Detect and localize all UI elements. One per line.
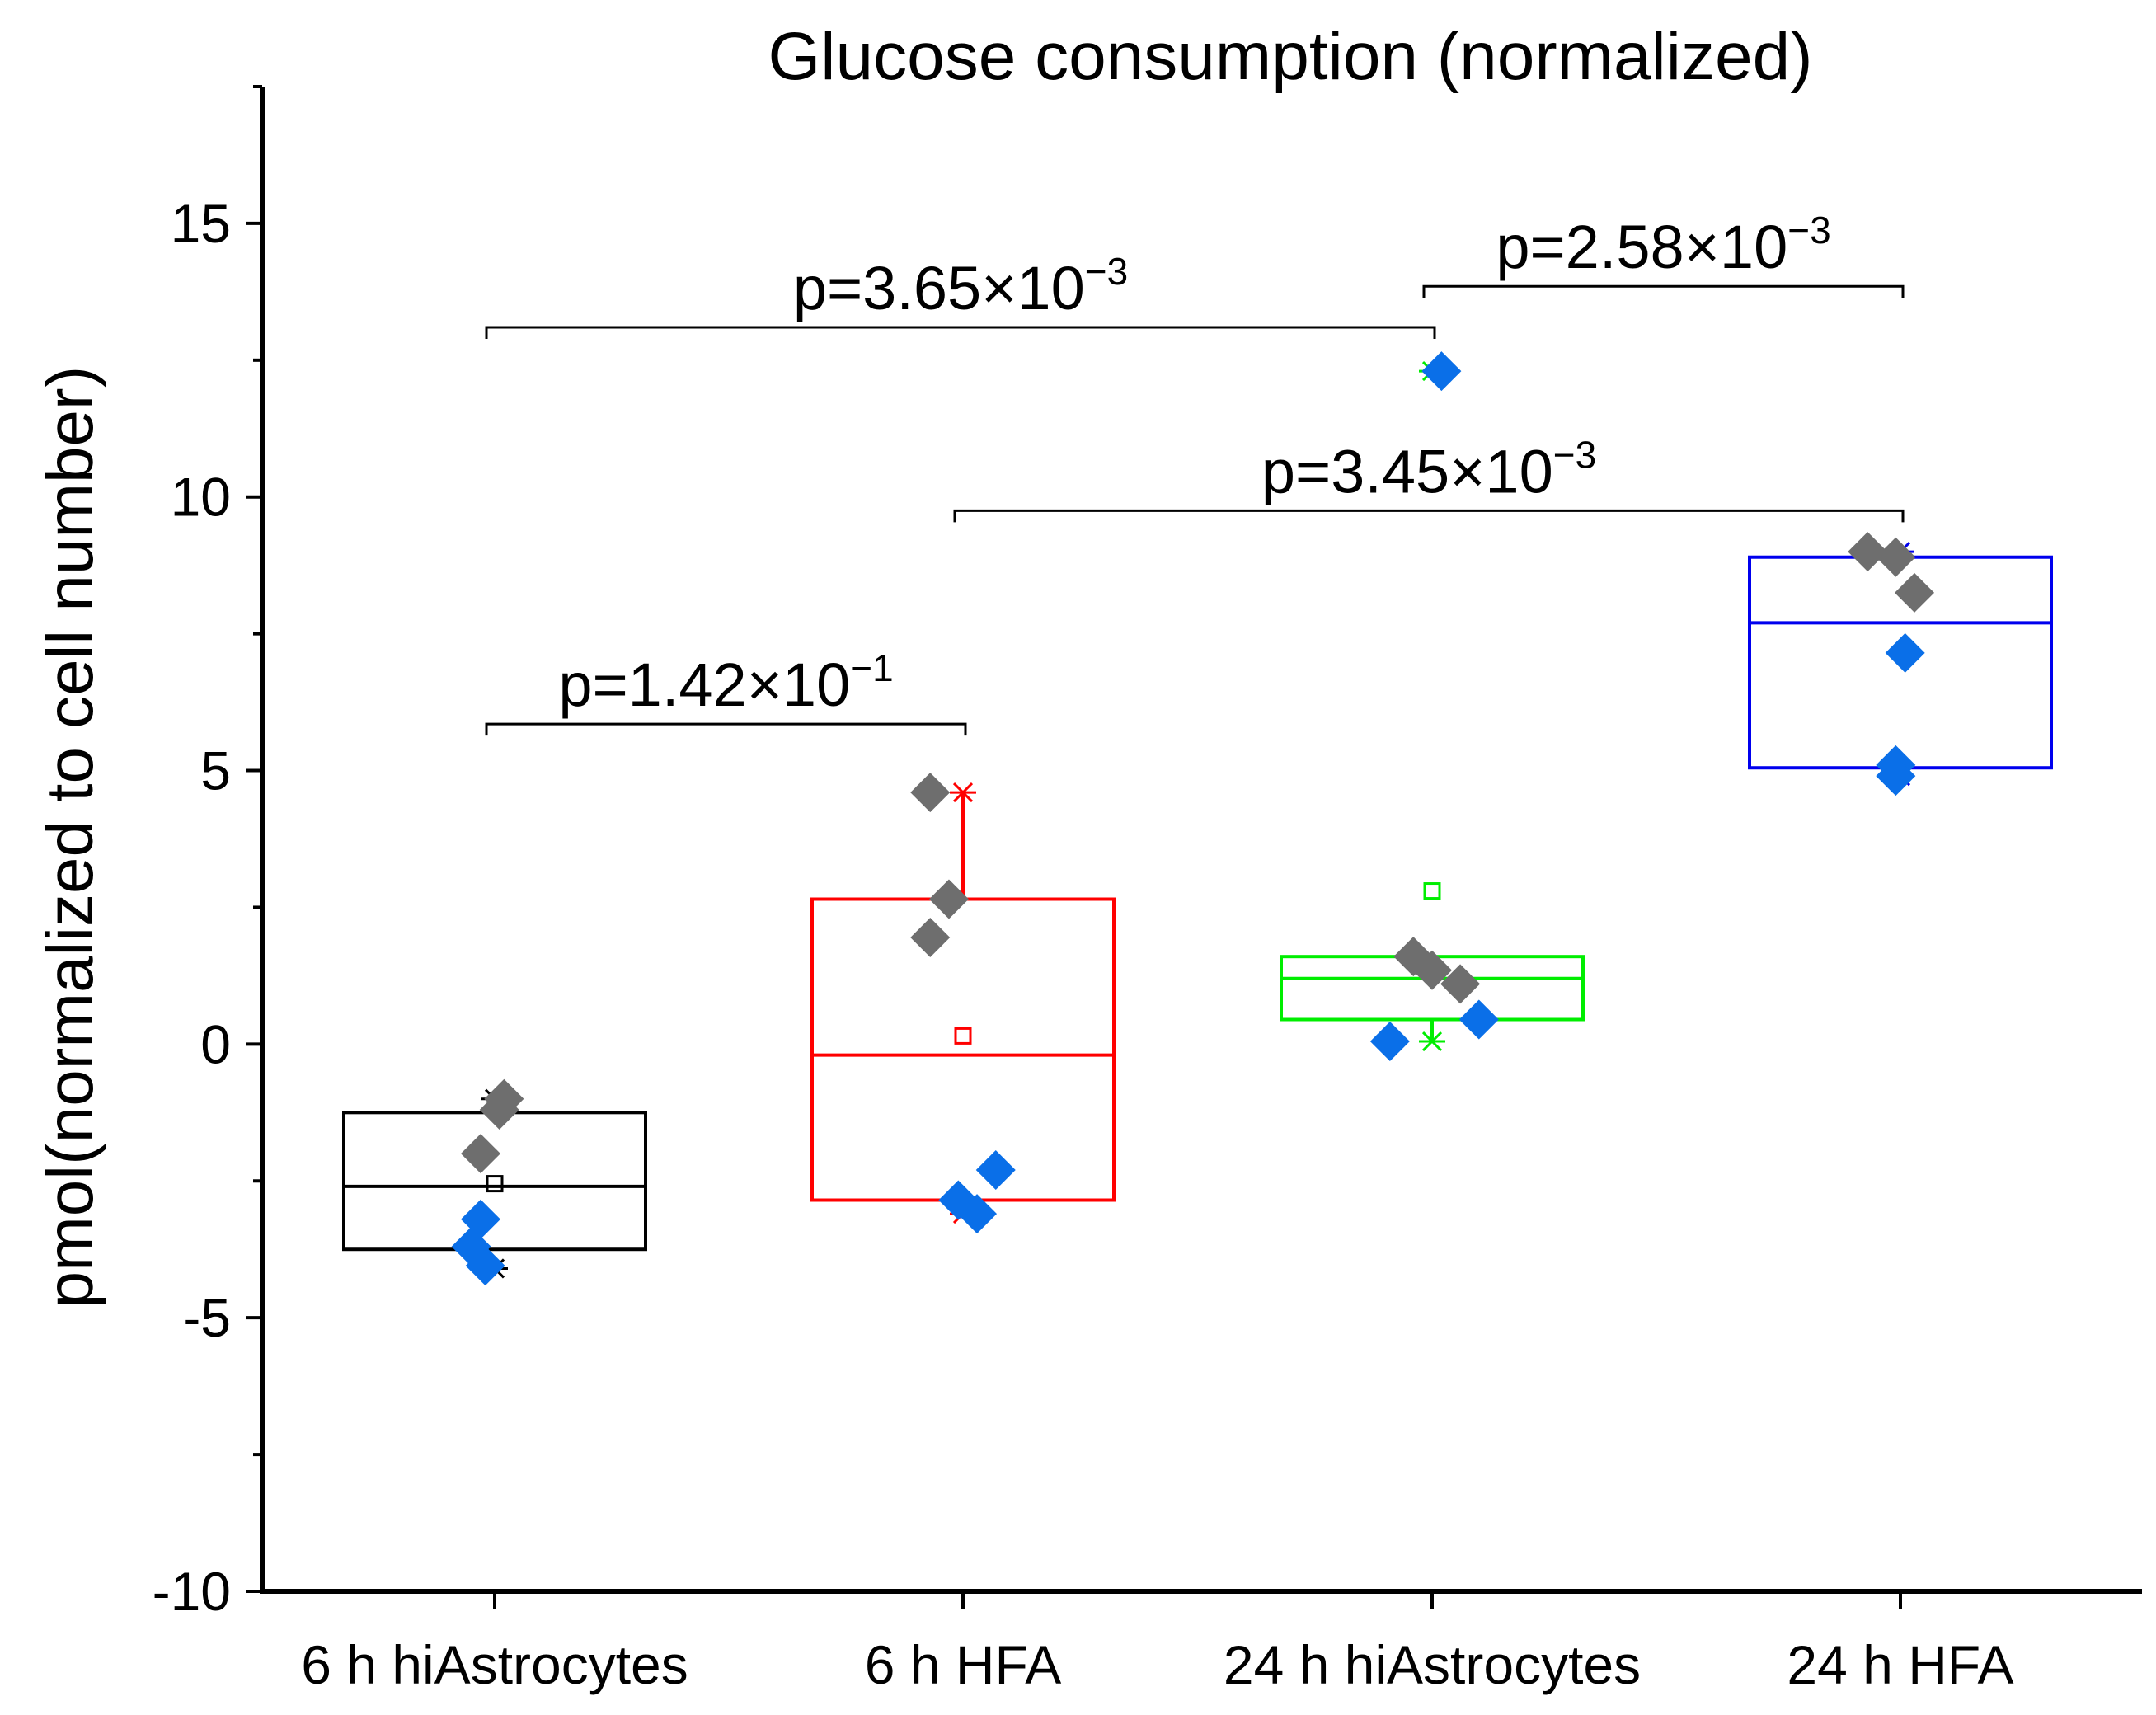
bracket-line — [485, 722, 967, 736]
p-value-exponent: −3 — [1553, 433, 1596, 476]
y-tick-label: 15 — [171, 193, 231, 254]
p-value-label: p=3.45×10−3 — [1261, 433, 1596, 505]
p-value-exponent: −3 — [1085, 250, 1128, 293]
y-axis-label: pmol(normalized to cell number) — [33, 366, 106, 1309]
data-points — [451, 351, 1935, 1286]
boxes — [342, 361, 2053, 1279]
data-point — [957, 1194, 998, 1234]
data-point — [465, 1246, 505, 1286]
p-value-label: p=2.58×10−3 — [1496, 209, 1830, 281]
x-tick-label: 6 h hiAstrocytes — [301, 1634, 688, 1695]
data-point — [910, 917, 951, 957]
box-2 — [810, 782, 1116, 1224]
data-point — [928, 879, 969, 919]
y-tick-label: 10 — [171, 467, 231, 528]
max-marker — [950, 782, 976, 803]
data-point — [1458, 999, 1499, 1040]
y-tick-label: -10 — [153, 1561, 231, 1622]
data-point — [910, 773, 951, 813]
data-point — [1876, 537, 1916, 577]
data-point — [479, 1090, 519, 1130]
significance-bracket: p=1.42×10−1 — [485, 646, 967, 736]
x-tick-label: 24 h hiAstrocytes — [1224, 1634, 1641, 1695]
significance-bracket: p=3.65×10−3 — [485, 250, 1436, 339]
p-value-label: p=3.65×10−3 — [793, 250, 1128, 322]
data-point — [1885, 632, 1925, 673]
p-value-label: p=1.42×10−1 — [558, 646, 893, 719]
data-point — [1848, 532, 1888, 572]
data-point — [1421, 351, 1462, 392]
data-point — [1412, 950, 1452, 990]
p-value-exponent: −3 — [1787, 209, 1830, 251]
bracket-line — [485, 326, 1436, 339]
y-tick-label: 5 — [200, 740, 231, 801]
x-tick-label: 6 h HFA — [865, 1634, 1061, 1695]
p-value-exponent: −1 — [850, 646, 893, 689]
data-point — [975, 1150, 1016, 1190]
box-iqr — [342, 1111, 647, 1252]
data-point — [1895, 572, 1935, 613]
mean-marker — [486, 1175, 504, 1193]
significance-bracket: p=2.58×10−3 — [1422, 209, 1905, 298]
x-tick-label: 24 h HFA — [1787, 1634, 2013, 1695]
data-point — [1369, 1022, 1410, 1062]
axes: -10 -5 0 5 10 15 6 h hiAstrocytes 6 h HFA 24 h h… — [153, 85, 2142, 1695]
chart-title: Glucose consumption (normalized) — [768, 19, 1813, 94]
plot-area: p=1.42×10−1 p=3.65×10−3 p=3.45×10−3 p=2.58×… — [153, 85, 2142, 1695]
mean-marker — [954, 1027, 972, 1045]
bracket-line — [1422, 284, 1905, 298]
min-marker — [1419, 1031, 1445, 1052]
annotations: p=1.42×10−1 p=3.65×10−3 p=3.45×10−3 p=2.58×… — [485, 209, 1905, 736]
significance-bracket: p=3.45×10−3 — [953, 433, 1905, 523]
y-tick-label: -5 — [182, 1287, 231, 1348]
data-point — [460, 1134, 500, 1174]
mean-marker — [1423, 882, 1441, 900]
data-point — [1440, 964, 1481, 1004]
box-iqr — [810, 897, 1116, 1202]
y-tick-label: 0 — [200, 1013, 231, 1074]
data-point — [1876, 756, 1916, 796]
bracket-line — [953, 509, 1905, 523]
